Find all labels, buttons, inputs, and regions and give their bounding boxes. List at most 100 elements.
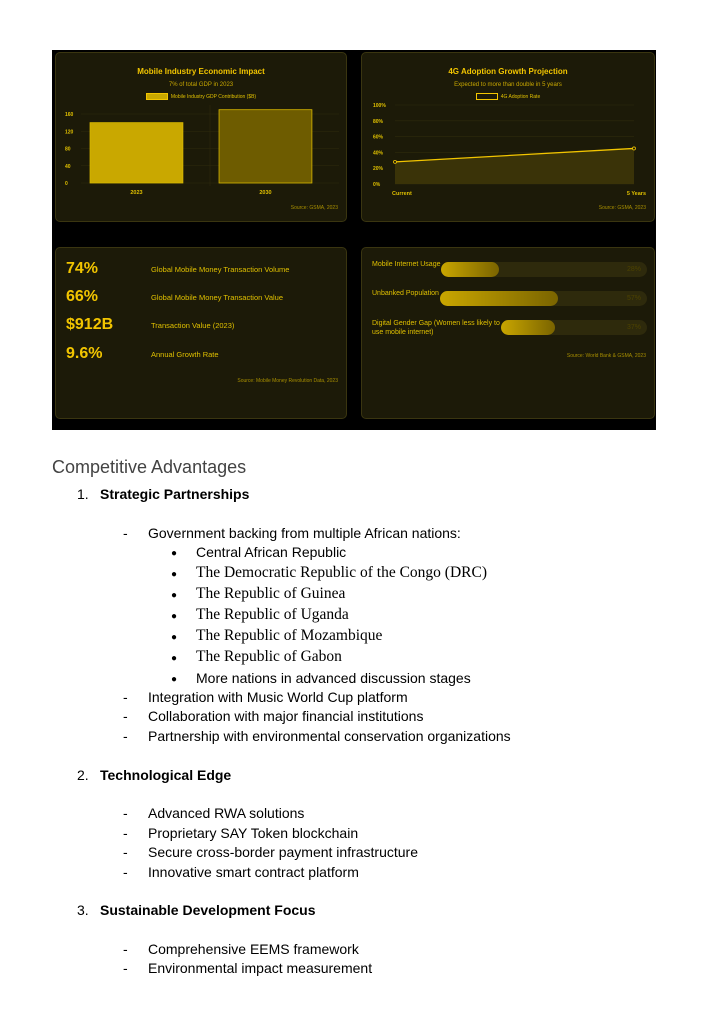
bar-chart: 0 40 80 120 160 2023 2030 <box>65 105 339 196</box>
series-line <box>394 147 635 163</box>
chart-subtitle: Expected to more than double in 5 years <box>454 82 562 88</box>
list-item: Collaboration with major financial insti… <box>148 708 424 724</box>
bullet-icon: ● <box>171 674 178 685</box>
area-fill <box>395 148 634 184</box>
x-tick-label: Current <box>392 191 412 197</box>
section-title: Strategic Partnerships <box>100 486 250 502</box>
stat-label: Global Mobile Money Transaction Volume <box>151 265 290 274</box>
list-item: Integration with Music World Cup platfor… <box>148 689 408 705</box>
progress-value: 57% <box>626 295 641 302</box>
dash-marker: - <box>123 689 128 705</box>
progress-fill <box>440 291 558 306</box>
progress-label: Digital Gender Gap (Women less likely to… <box>372 320 500 336</box>
legend-label: 4G Adoption Rate <box>500 93 541 100</box>
dash-marker: - <box>123 825 128 841</box>
bullet-icon: ● <box>171 548 178 559</box>
list-number: 1. <box>77 486 89 502</box>
list-item: Environmental impact measurement <box>148 960 373 976</box>
bullet-icon: ● <box>171 569 178 580</box>
dash-marker: - <box>123 960 128 976</box>
y-tick-label: 80% <box>373 119 384 125</box>
section-title: Technological Edge <box>100 767 232 783</box>
nation-item: The Republic of Guinea <box>196 585 346 602</box>
nation-item: The Republic of Gabon <box>196 648 342 665</box>
chart-legend: Mobile Industry GDP Contribution ($B) <box>56 93 346 100</box>
list-item: Innovative smart contract platform <box>148 864 359 880</box>
y-tick-label: 120 <box>65 129 74 135</box>
chart-title: Mobile Industry Economic Impact <box>137 67 265 76</box>
x-tick-label: 2023 <box>130 190 142 196</box>
line-chart: 0% 20% 40% 60% 80% 100% Current 5 Years <box>373 103 646 197</box>
chart-legend: 4G Adoption Rate <box>362 93 654 100</box>
list-number: 2. <box>77 767 89 783</box>
stat-value: $912B <box>66 316 114 333</box>
section-heading: Competitive Advantages <box>52 457 247 477</box>
dash-marker: - <box>123 728 128 744</box>
chart-subtitle: 7% of total GDP in 2023 <box>168 82 234 88</box>
stat-value: 9.6% <box>66 345 103 362</box>
list-number: 3. <box>77 902 89 918</box>
stats-source: Source: Mobile Money Revolution Data, 20… <box>237 378 338 384</box>
stat-label: Annual Growth Rate <box>151 350 219 359</box>
progress-fill <box>441 262 499 277</box>
progress-value: 28% <box>626 266 641 273</box>
adoption-chart-panel: 4G Adoption Growth Projection Expected t… <box>361 52 655 222</box>
progress-fill <box>501 320 556 335</box>
gdp-chart-panel: Mobile Industry Economic Impact 7% of to… <box>55 52 347 222</box>
dash-marker: - <box>123 805 128 821</box>
progress-label: Unbanked Population <box>372 290 439 297</box>
y-tick-label: 20% <box>373 166 384 172</box>
list-item: Partnership with environmental conservat… <box>148 728 511 744</box>
section-title: Sustainable Development Focus <box>100 902 316 918</box>
nation-item: The Democratic Republic of the Congo (DR… <box>196 564 487 581</box>
nation-item: Central African Republic <box>196 544 347 560</box>
chart-source: Source: GSMA, 2023 <box>290 205 338 211</box>
x-tick-label: 5 Years <box>627 191 646 197</box>
y-tick-label: 40 <box>65 164 71 170</box>
y-tick-label: 0 <box>65 181 68 187</box>
bullet-icon: ● <box>171 632 178 643</box>
legend-label: Mobile Industry GDP Contribution ($B) <box>170 93 257 100</box>
chart-source: Source: GSMA, 2023 <box>598 205 646 211</box>
stat-value: 66% <box>66 288 99 305</box>
y-tick-label: 160 <box>65 112 74 118</box>
progress-bar: 28% <box>441 262 647 277</box>
y-tick-label: 0% <box>373 182 381 188</box>
progress-label: Mobile Internet Usage <box>372 261 441 268</box>
data-point <box>393 159 397 164</box>
progress-value: 37% <box>626 324 641 331</box>
y-tick-label: 60% <box>373 135 384 141</box>
stat-label: Global Mobile Money Transaction Value <box>151 293 284 302</box>
legend-swatch <box>475 93 498 100</box>
bullet-icon: ● <box>171 653 178 664</box>
bar <box>89 122 184 184</box>
progress-bar: 57% <box>440 291 647 306</box>
progress-panel: Mobile Internet Usage 28% Unbanked Popul… <box>361 247 655 419</box>
list-item: Comprehensive EEMS framework <box>148 941 359 957</box>
nation-item: More nations in advanced discussion stag… <box>196 670 471 686</box>
dash-marker: - <box>123 525 128 541</box>
bar <box>218 109 313 184</box>
chart-title: 4G Adoption Growth Projection <box>448 67 568 76</box>
list-item: Secure cross-border payment infrastructu… <box>148 844 418 860</box>
legend-swatch <box>145 93 168 100</box>
progress-bar: 37% <box>501 320 647 335</box>
stat-label: Transaction Value (2023) <box>151 321 235 330</box>
bullet-icon: ● <box>171 611 178 622</box>
dash-marker: - <box>123 864 128 880</box>
stat-value: 74% <box>66 260 99 277</box>
dash-marker: - <box>123 844 128 860</box>
list-item: Proprietary SAY Token blockchain <box>148 825 359 841</box>
list-item: Government backing from multiple African… <box>148 525 461 541</box>
y-tick-label: 80 <box>65 147 71 153</box>
dashboard-image: Mobile Industry Economic Impact 7% of to… <box>52 50 656 430</box>
nation-item: The Republic of Uganda <box>196 606 349 623</box>
x-tick-label: 2030 <box>259 190 271 196</box>
bullet-icon: ● <box>171 590 178 601</box>
progress-source: Source: World Bank & GSMA, 2023 <box>566 353 646 359</box>
dash-marker: - <box>123 941 128 957</box>
list-item: Advanced RWA solutions <box>148 805 305 821</box>
y-tick-label: 100% <box>373 103 386 109</box>
nation-item: The Republic of Mozambique <box>196 627 383 644</box>
data-point <box>632 146 636 151</box>
